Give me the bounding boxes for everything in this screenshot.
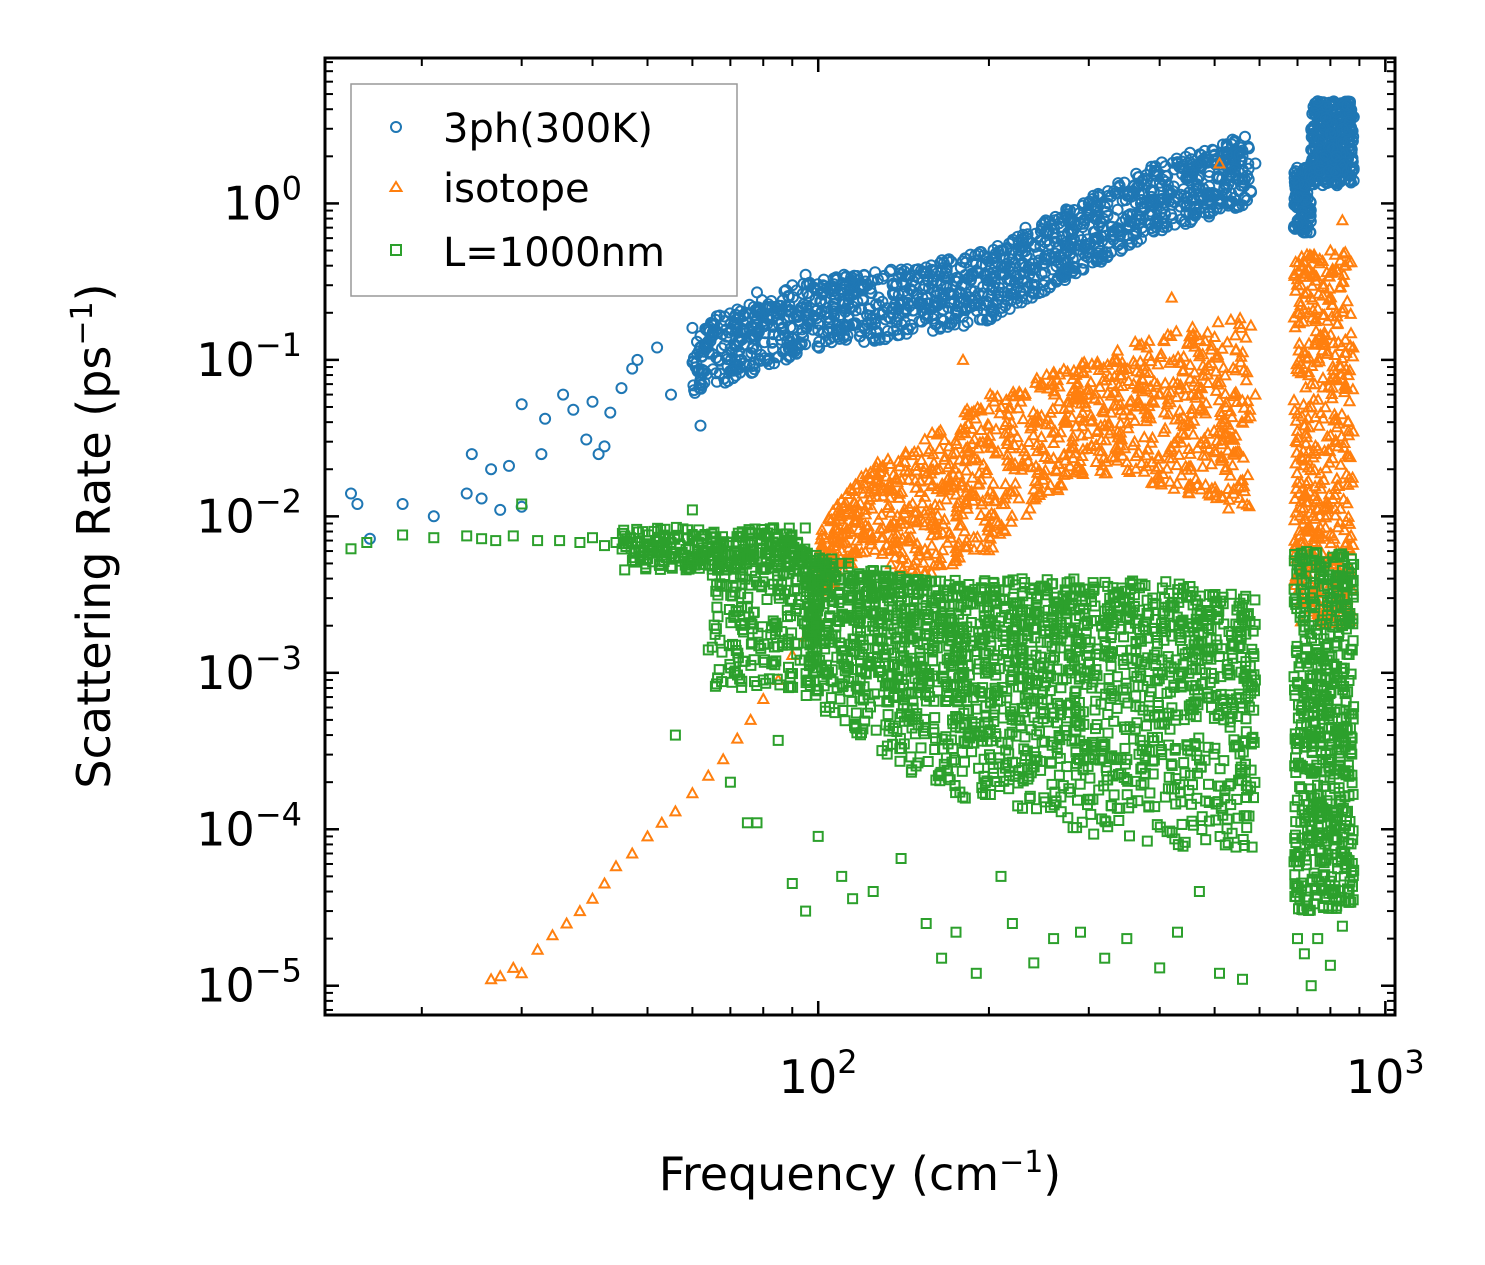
ph3-point	[1078, 217, 1090, 230]
ph3-point	[686, 356, 699, 369]
ph3-point	[1038, 266, 1051, 279]
ph3-point	[767, 342, 780, 355]
plot-markers	[345, 95, 1360, 992]
ph3-point	[806, 323, 819, 336]
ph3-point	[934, 279, 947, 291]
ph3-point	[1041, 234, 1054, 247]
ph3-point	[1075, 263, 1088, 275]
ph3-point	[871, 273, 884, 286]
ph3-point	[1196, 155, 1209, 168]
ph3-point	[957, 319, 970, 332]
ph3-point	[746, 342, 759, 355]
ph3-point	[781, 335, 794, 348]
ph3-point	[1236, 144, 1249, 157]
ph3-point	[982, 313, 995, 326]
ph3-point	[926, 276, 939, 289]
ph3-point	[687, 379, 700, 392]
ph3-point	[827, 305, 840, 318]
ph3-point	[1114, 244, 1127, 257]
ph3-point	[748, 357, 760, 370]
ph3-point	[864, 282, 877, 295]
ph3-point	[909, 269, 922, 282]
ph3-point	[1183, 170, 1196, 183]
ph3-point	[1014, 268, 1027, 281]
ph3-point	[782, 342, 795, 355]
ph3-point	[804, 316, 817, 329]
ph3-point	[1191, 178, 1204, 191]
ph3-point	[710, 375, 723, 388]
ph3-point	[1026, 279, 1039, 291]
ph3-point	[772, 313, 785, 326]
ph3-point	[1038, 252, 1051, 265]
ph3-point	[813, 341, 826, 354]
ph3-point	[796, 326, 809, 339]
ph3-point	[1020, 249, 1033, 262]
ph3-point	[896, 295, 908, 308]
ph3-point	[834, 311, 847, 324]
ph3-point	[865, 286, 877, 299]
ph3-point	[766, 336, 779, 349]
ph3-point	[853, 330, 866, 343]
ph3-point	[786, 345, 799, 358]
ph3-point	[694, 342, 707, 355]
ph3-point	[1148, 167, 1160, 180]
ph3-point	[1098, 200, 1111, 213]
ph3-point	[863, 303, 876, 316]
ph3-point	[1153, 176, 1166, 189]
